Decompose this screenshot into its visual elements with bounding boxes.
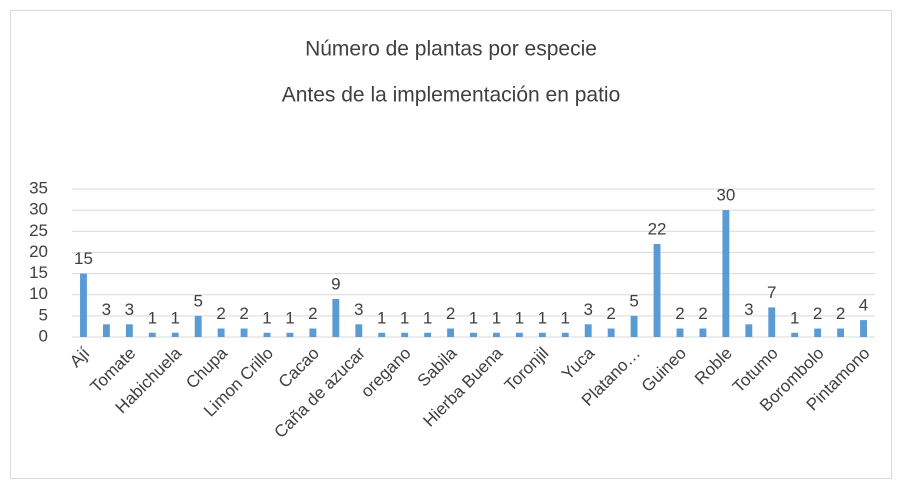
- y-tick-label: 25: [29, 221, 48, 240]
- value-label: 1: [469, 308, 478, 327]
- bar: [286, 332, 294, 337]
- value-label: 4: [859, 296, 868, 315]
- y-tick-label: 0: [39, 326, 48, 345]
- y-tick-label: 15: [29, 263, 48, 282]
- value-label: 2: [606, 304, 615, 323]
- value-label: 2: [308, 304, 317, 323]
- chart-border: [10, 10, 892, 479]
- value-label: 1: [148, 308, 157, 327]
- bar: [470, 332, 477, 337]
- bar: [309, 328, 317, 337]
- bar: [378, 332, 386, 337]
- bar: [561, 332, 569, 337]
- value-label: 9: [331, 274, 340, 293]
- bar: [745, 324, 753, 337]
- bar: [240, 328, 248, 337]
- bar: [722, 210, 730, 337]
- value-label: 2: [675, 304, 684, 323]
- value-label: 3: [744, 300, 753, 319]
- bar: [860, 320, 867, 337]
- value-label: 1: [285, 308, 294, 327]
- value-label: 2: [446, 304, 455, 323]
- bar: [837, 328, 845, 337]
- bar: [355, 324, 363, 337]
- bar: [80, 273, 87, 337]
- bar: [607, 328, 615, 337]
- value-label: 1: [377, 308, 386, 327]
- bar: [217, 328, 225, 337]
- bar: [768, 307, 776, 337]
- bar: [814, 328, 822, 337]
- bar: [194, 315, 202, 337]
- value-label: 1: [400, 308, 409, 327]
- bar: [125, 324, 133, 337]
- bar: [699, 328, 707, 337]
- value-label: 1: [423, 308, 432, 327]
- chart-subtitle: Antes de la implementación en patio: [282, 84, 621, 107]
- bar: [171, 332, 179, 337]
- value-label: 2: [836, 304, 845, 323]
- y-tick-label: 20: [29, 242, 48, 261]
- value-label: 22: [648, 219, 667, 238]
- value-label: 7: [767, 283, 776, 302]
- y-tick-label: 10: [29, 284, 48, 303]
- bar: [676, 328, 684, 337]
- y-tick-label: 5: [39, 305, 48, 324]
- bar: [493, 332, 500, 337]
- bar: [332, 298, 340, 337]
- value-label: 2: [239, 304, 248, 323]
- bar: [653, 243, 661, 337]
- value-label: 2: [216, 304, 225, 323]
- y-tick-label: 30: [29, 200, 48, 219]
- value-label: 5: [193, 291, 202, 310]
- value-label: 3: [125, 300, 134, 319]
- value-label: 1: [262, 308, 271, 327]
- bar: [424, 332, 432, 337]
- value-label: 1: [515, 308, 524, 327]
- bar: [447, 328, 454, 337]
- bar: [538, 332, 546, 337]
- bar: [401, 332, 409, 337]
- value-label: 1: [492, 308, 501, 327]
- value-label: 15: [74, 249, 93, 268]
- bar: [102, 324, 110, 337]
- bar: [515, 332, 523, 337]
- y-tick-label: 35: [29, 178, 48, 197]
- value-label: 5: [629, 291, 638, 310]
- chart-title: Número de plantas por especie: [305, 38, 597, 61]
- bar: [791, 332, 799, 337]
- value-label: 1: [561, 308, 570, 327]
- value-label: 1: [171, 308, 180, 327]
- value-label: 3: [102, 300, 111, 319]
- bar: [630, 315, 638, 337]
- value-label: 2: [813, 304, 822, 323]
- value-label: 1: [538, 308, 547, 327]
- bar: [263, 332, 271, 337]
- value-label: 3: [354, 300, 363, 319]
- value-label: 1: [790, 308, 799, 327]
- bar: [584, 324, 592, 337]
- value-label: 2: [698, 304, 707, 323]
- value-label: 30: [716, 186, 735, 205]
- value-label: 3: [583, 300, 592, 319]
- bar: [148, 332, 156, 337]
